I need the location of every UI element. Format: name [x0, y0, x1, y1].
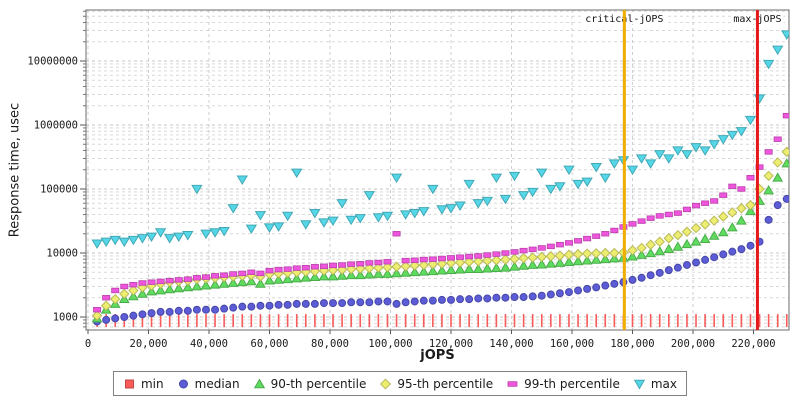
- legend-label-min: min: [140, 376, 164, 391]
- legend: min median 90-th percentile 95-th percen…: [112, 371, 688, 396]
- max-marker-icon: [633, 378, 646, 390]
- svg-text:60,000: 60,000: [251, 338, 289, 350]
- legend-item-min: min: [123, 378, 164, 390]
- legend-item-99th-percentile: 99-th percentile: [506, 378, 620, 390]
- svg-text:120,000: 120,000: [429, 338, 473, 350]
- min-marker-icon: [123, 378, 136, 390]
- svg-text:180,000: 180,000: [610, 338, 654, 350]
- svg-text:100000: 100000: [40, 184, 78, 196]
- x-axis-title: jOPS: [420, 348, 455, 363]
- svg-text:140,000: 140,000: [489, 338, 533, 350]
- svg-text:200,000: 200,000: [671, 338, 715, 350]
- legend-label-max: max: [650, 376, 678, 391]
- 95th-percentile-marker-icon: [379, 377, 392, 390]
- legend-item-90th-percentile: 90-th percentile: [253, 376, 367, 391]
- svg-text:100,000: 100,000: [368, 338, 412, 350]
- legend-item-95th-percentile: 95-th percentile: [379, 378, 493, 390]
- median-marker-icon: [177, 378, 190, 390]
- y-axis-title: Response time, usec: [7, 102, 23, 238]
- svg-text:1000000: 1000000: [34, 120, 78, 132]
- legend-label-99th-percentile: 99-th percentile: [524, 376, 620, 391]
- legend-item-max: max: [633, 378, 677, 390]
- 99th-percentile-marker-icon: [506, 378, 519, 390]
- svg-text:10000: 10000: [46, 248, 78, 260]
- legend-label-95th-percentile: 95-th percentile: [397, 376, 494, 391]
- 90th-percentile-marker-icon: [253, 378, 266, 390]
- svg-text:20,000: 20,000: [130, 338, 168, 350]
- svg-text:0: 0: [85, 338, 91, 350]
- svg-text:220,000: 220,000: [731, 338, 775, 350]
- legend-item-median: median: [177, 378, 240, 390]
- svg-text:10000000: 10000000: [27, 56, 78, 68]
- legend-label-90th-percentile: 90-th percentile: [270, 376, 367, 391]
- svg-text:40,000: 40,000: [190, 338, 228, 350]
- svg-text:80,000: 80,000: [311, 338, 349, 350]
- svg-text:160,000: 160,000: [550, 338, 594, 350]
- svg-text:1000: 1000: [53, 312, 78, 324]
- legend-label-median: median: [194, 376, 240, 391]
